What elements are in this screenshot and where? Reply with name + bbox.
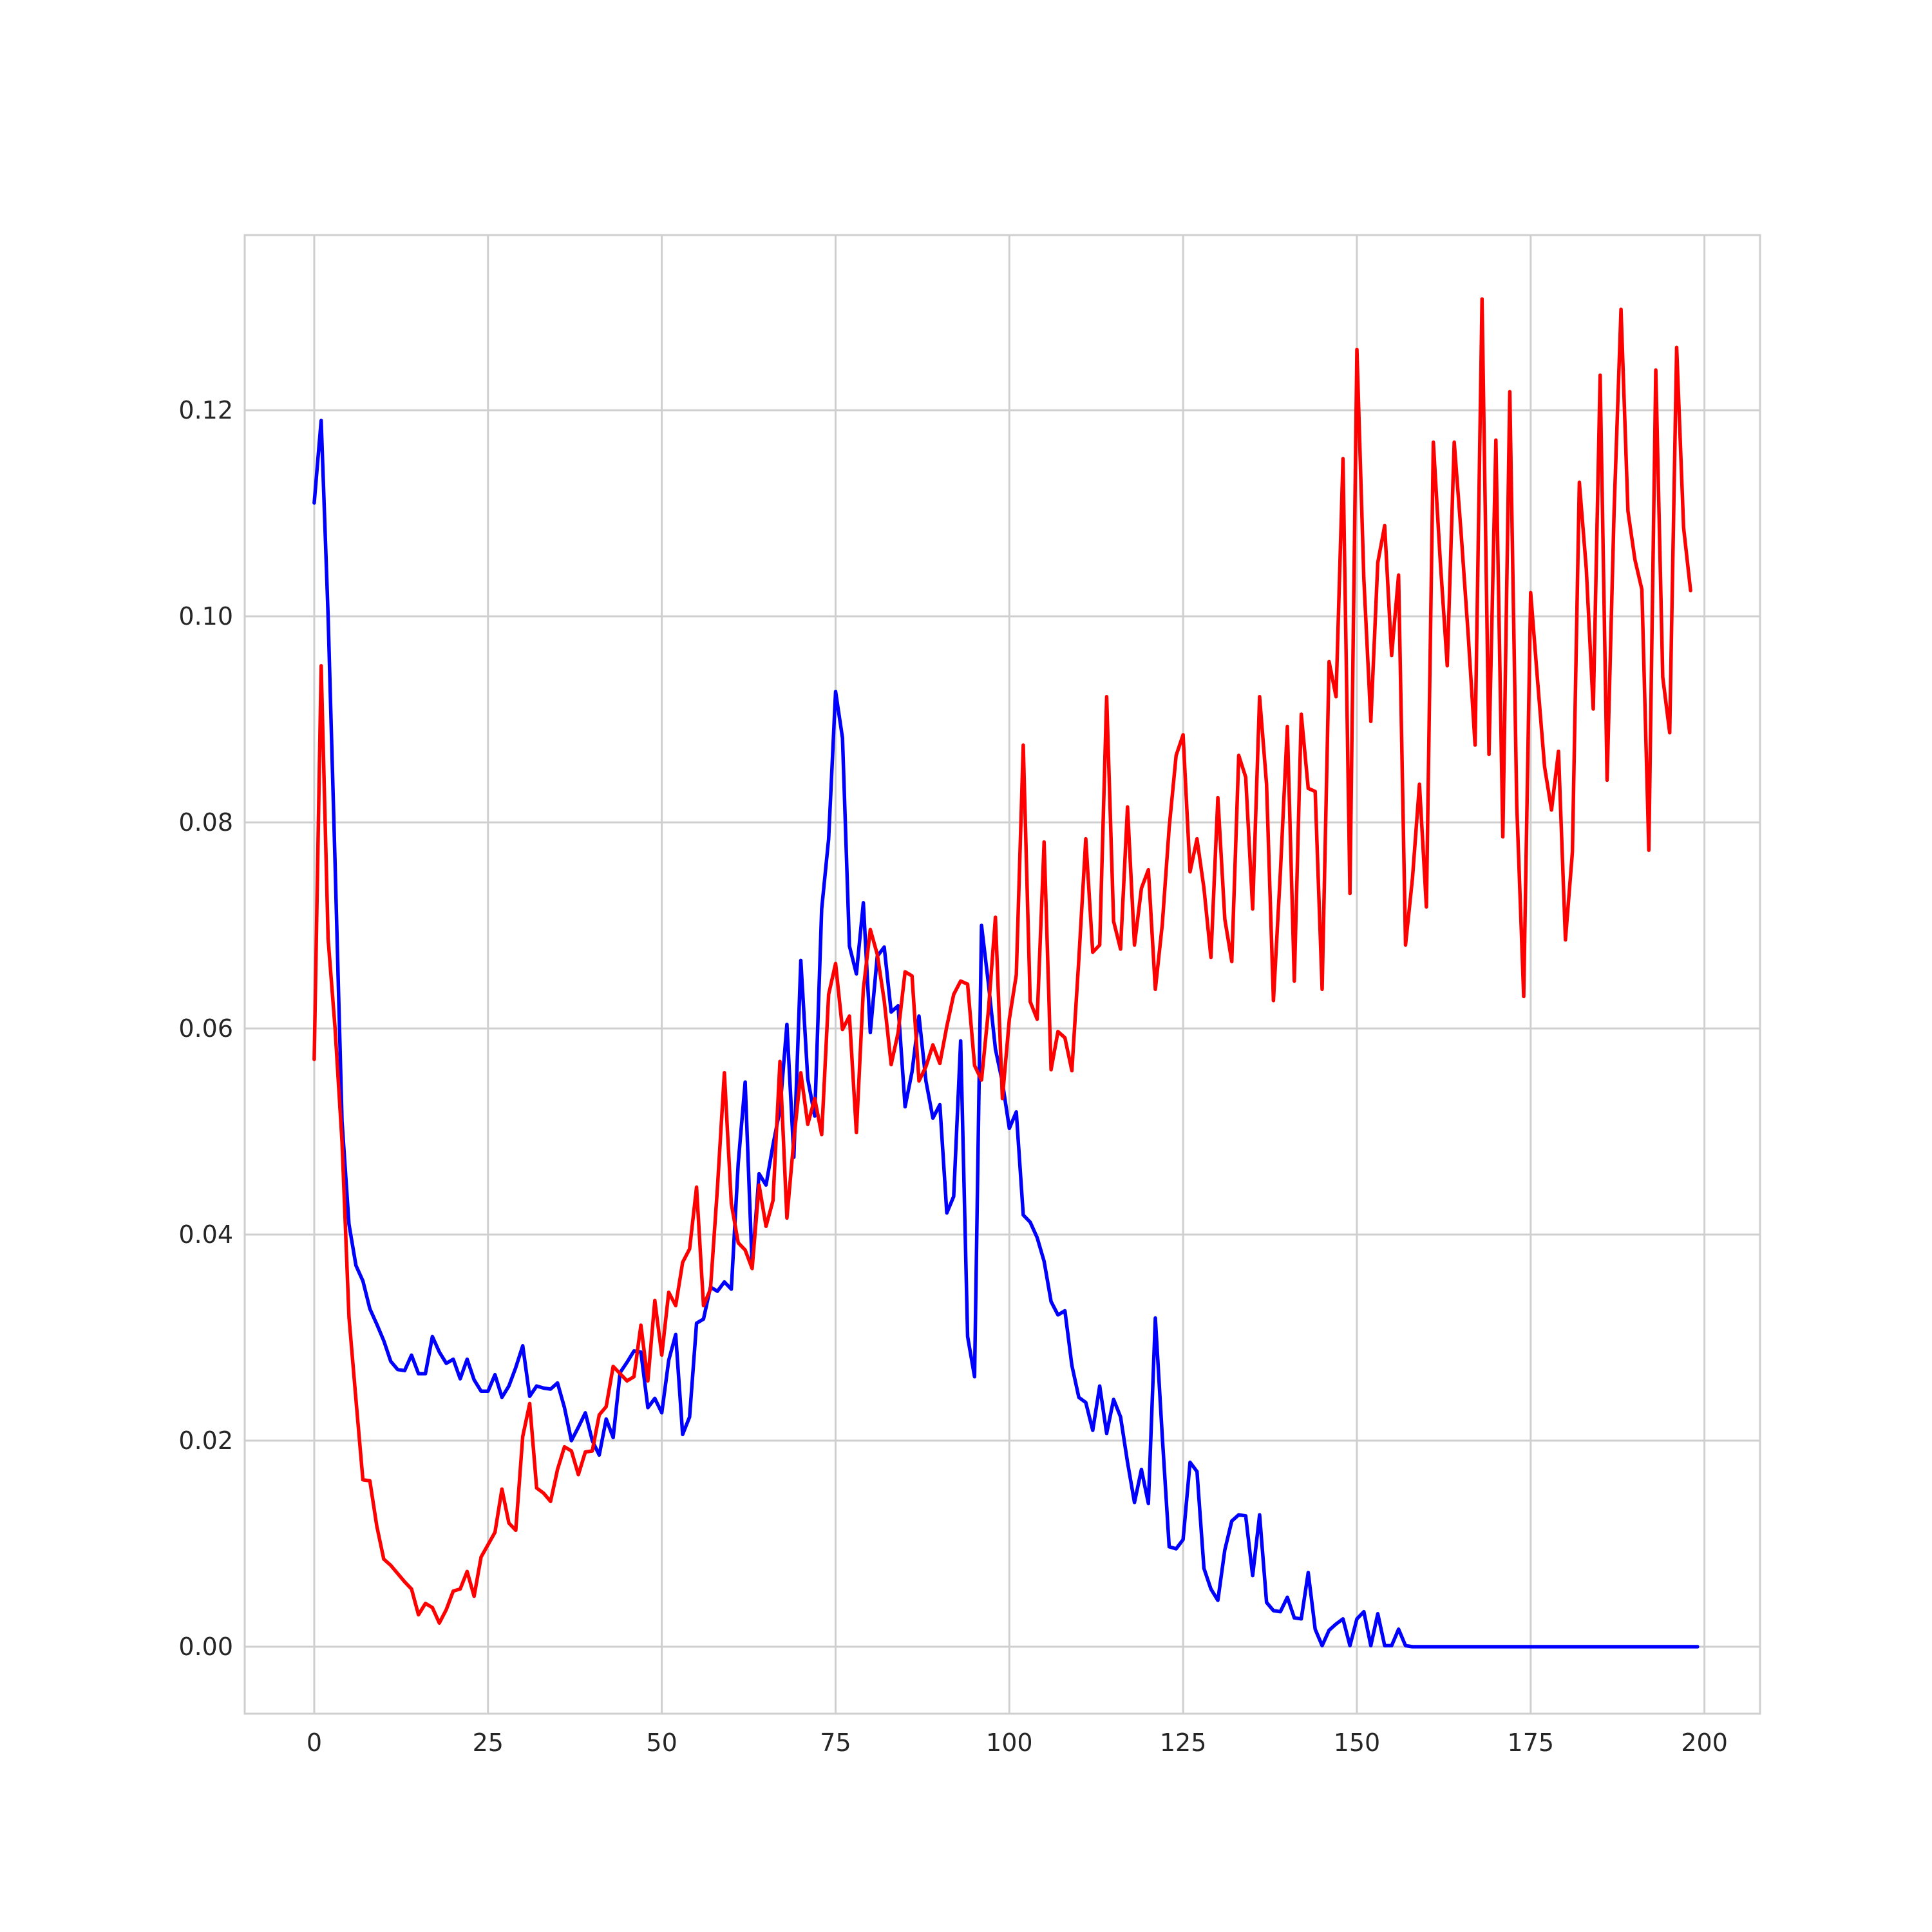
x-tick-label: 75 bbox=[820, 1728, 851, 1757]
y-tick-label: 0.04 bbox=[178, 1220, 233, 1249]
x-axis-tick-labels: 0 25 50 75 100 125 150 175 200 bbox=[307, 1728, 1728, 1757]
series-line-1 bbox=[312, 419, 1700, 1649]
x-tick-label: 125 bbox=[1160, 1728, 1207, 1757]
series-group bbox=[312, 297, 1700, 1649]
x-tick-label: 175 bbox=[1508, 1728, 1555, 1757]
y-tick-label: 0.08 bbox=[178, 808, 233, 837]
x-tick-label: 200 bbox=[1681, 1728, 1728, 1757]
x-tick-label: 25 bbox=[473, 1728, 504, 1757]
y-tick-label: 0.02 bbox=[178, 1426, 233, 1455]
y-tick-label: 0.06 bbox=[178, 1014, 233, 1043]
x-tick-label: 50 bbox=[646, 1728, 677, 1757]
series-line-2 bbox=[312, 297, 1692, 1625]
x-tick-label: 100 bbox=[986, 1728, 1033, 1757]
x-tick-label: 150 bbox=[1334, 1728, 1381, 1757]
plot-frame bbox=[243, 234, 1761, 1715]
y-tick-label: 0.12 bbox=[178, 396, 233, 424]
y-tick-label: 0.10 bbox=[178, 602, 233, 630]
y-axis-tick-labels: 0.00 0.02 0.04 0.06 0.08 0.10 0.12 bbox=[178, 396, 233, 1661]
x-tick-label: 0 bbox=[307, 1728, 322, 1757]
y-tick-label: 0.00 bbox=[178, 1633, 233, 1661]
grid-lines bbox=[245, 235, 1760, 1714]
